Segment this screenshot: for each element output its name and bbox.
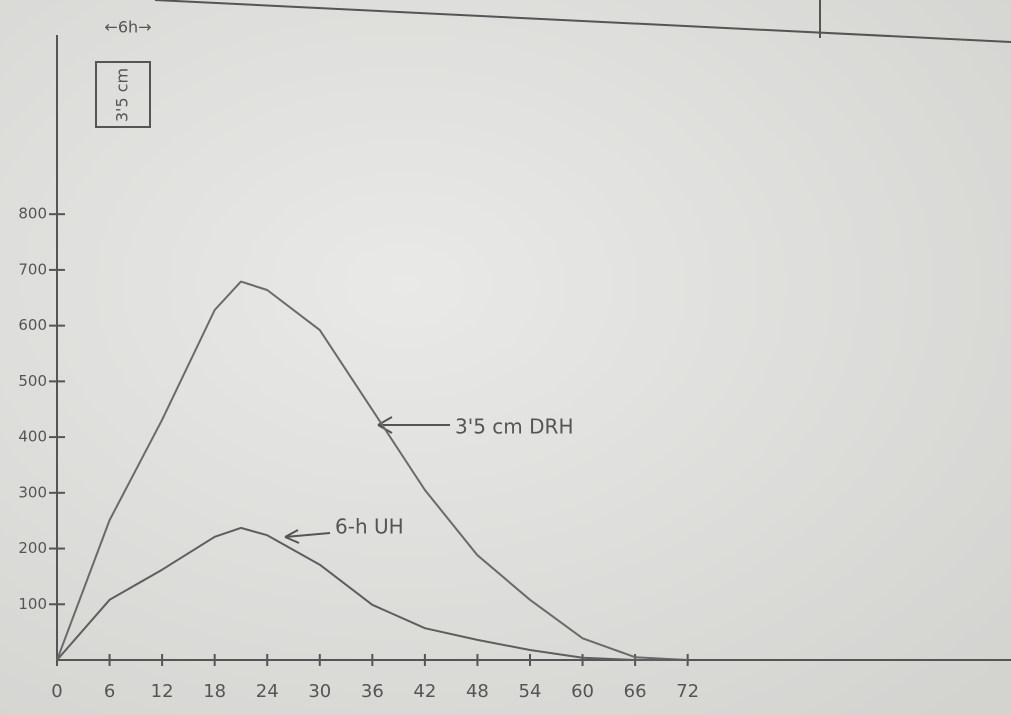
x-tick-label: 66 — [624, 681, 647, 702]
chart: 3'5 cm ←6h→ 3'5 cm DRH 6-h UH 1002003004… — [0, 0, 1011, 715]
rain-label: 3'5 cm — [113, 68, 132, 122]
y-tick-label: 300 — [18, 483, 47, 501]
y-tick-label: 400 — [18, 428, 47, 446]
x-tick-label: 42 — [413, 681, 436, 702]
y-tick-label: 200 — [18, 539, 47, 557]
y-tick-label: 800 — [18, 205, 47, 223]
series-label: 6-h UH — [335, 515, 404, 539]
x-tick-label: 0 — [51, 681, 62, 702]
page: 3'5 cm ←6h→ 3'5 cm DRH 6-h UH 1002003004… — [0, 0, 1011, 715]
x-tick-label: 24 — [256, 681, 279, 702]
y-tick-label: 600 — [18, 316, 47, 334]
x-tick-label: 6 — [104, 681, 115, 702]
x-tick-label: 54 — [519, 681, 542, 702]
x-tick-label: 60 — [571, 681, 594, 702]
y-tick-label: 700 — [18, 260, 47, 278]
paper — [0, 0, 1011, 715]
x-tick-label: 36 — [361, 681, 384, 702]
x-tick-label: 72 — [676, 681, 699, 702]
x-tick-label: 48 — [466, 681, 489, 702]
x-tick-label: 18 — [203, 681, 226, 702]
x-tick-label: 12 — [151, 681, 174, 702]
y-tick-label: 500 — [18, 372, 47, 390]
series-label: 3'5 cm DRH — [455, 415, 573, 439]
duration-label: ←6h→ — [104, 18, 151, 37]
y-tick-label: 100 — [18, 595, 47, 613]
x-tick-label: 30 — [308, 681, 331, 702]
